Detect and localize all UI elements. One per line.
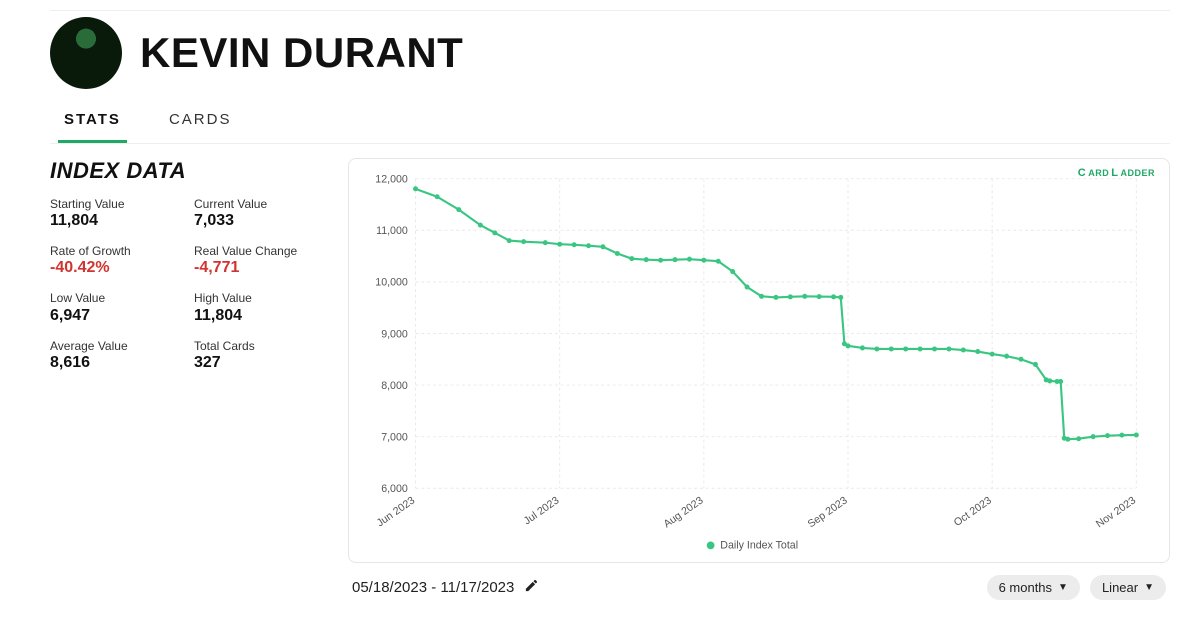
index-data-heading: INDEX DATA (50, 158, 330, 184)
stat-cell: Low Value6,947 (50, 292, 186, 325)
stat-label: Starting Value (50, 198, 186, 211)
date-range: 05/18/2023 - 11/17/2023 (352, 578, 539, 597)
edit-date-range-icon[interactable] (524, 578, 539, 597)
page-title: KEVIN DURANT (140, 29, 463, 77)
svg-text:Jun 2023: Jun 2023 (375, 494, 418, 529)
stat-value: 8,616 (50, 353, 186, 373)
svg-text:Daily Index Total: Daily Index Total (720, 539, 798, 551)
stat-value: 11,804 (50, 211, 186, 231)
chart-card: C ARD L ADDER 6,000 7,000 8,000 9,000 10,000… (348, 158, 1170, 563)
date-range-text: 05/18/2023 - 11/17/2023 (352, 579, 514, 596)
range-selector-label: 6 months (999, 580, 1052, 595)
top-divider (50, 10, 1170, 11)
watermark-text-4: ADDER (1120, 168, 1155, 178)
svg-text:6,000: 6,000 (381, 483, 408, 495)
chart-footer: 05/18/2023 - 11/17/2023 6 months ▼ Linea… (348, 575, 1170, 600)
svg-text:12,000: 12,000 (375, 174, 408, 186)
stat-label: Average Value (50, 340, 186, 353)
header: KEVIN DURANT (50, 17, 1170, 89)
watermark-text-2: ARD (1088, 168, 1109, 178)
svg-text:Jul 2023: Jul 2023 (522, 494, 562, 527)
stat-cell: High Value11,804 (194, 292, 330, 325)
stat-cell: Current Value7,033 (194, 198, 330, 231)
stat-value: -4,771 (194, 258, 330, 278)
tabs-bar: STATS CARDS (50, 103, 1170, 144)
tab-cards[interactable]: CARDS (163, 103, 238, 143)
chart-watermark: C ARD L ADDER (1078, 167, 1155, 179)
watermark-text: C (1078, 167, 1086, 179)
scale-selector[interactable]: Linear ▼ (1090, 575, 1166, 600)
stat-label: Real Value Change (194, 245, 330, 258)
svg-text:Nov 2023: Nov 2023 (1094, 494, 1138, 530)
svg-text:11,000: 11,000 (376, 225, 408, 237)
stat-label: Total Cards (194, 340, 330, 353)
stat-label: High Value (194, 292, 330, 305)
stat-cell: Total Cards327 (194, 340, 330, 373)
stat-label: Rate of Growth (50, 245, 186, 258)
svg-text:Oct 2023: Oct 2023 (952, 494, 994, 529)
stat-value: -40.42% (50, 258, 186, 278)
stat-label: Current Value (194, 198, 330, 211)
watermark-text-3: L (1111, 167, 1118, 179)
caret-down-icon: ▼ (1144, 582, 1154, 593)
caret-down-icon: ▼ (1058, 582, 1068, 593)
range-selector[interactable]: 6 months ▼ (987, 575, 1080, 600)
svg-text:10,000: 10,000 (375, 277, 408, 289)
stat-label: Low Value (50, 292, 186, 305)
svg-text:Sep 2023: Sep 2023 (806, 494, 850, 530)
stat-cell: Starting Value11,804 (50, 198, 186, 231)
index-data-panel: INDEX DATA Starting Value11,804Current V… (50, 158, 330, 600)
tab-stats[interactable]: STATS (58, 103, 127, 143)
stats-grid: Starting Value11,804Current Value7,033Ra… (50, 198, 330, 373)
stat-value: 11,804 (194, 306, 330, 326)
player-avatar (50, 17, 122, 89)
stat-cell: Rate of Growth-40.42% (50, 245, 186, 278)
svg-text:Aug 2023: Aug 2023 (661, 494, 705, 530)
svg-text:7,000: 7,000 (381, 432, 408, 444)
stat-value: 7,033 (194, 211, 330, 231)
stat-cell: Average Value8,616 (50, 340, 186, 373)
stat-value: 327 (194, 353, 330, 373)
stat-value: 6,947 (50, 306, 186, 326)
index-chart[interactable]: 6,000 7,000 8,000 9,000 10,000 11,000 12,000 Ju… (361, 169, 1157, 556)
stat-cell: Real Value Change-4,771 (194, 245, 330, 278)
svg-text:9,000: 9,000 (381, 328, 408, 340)
scale-selector-label: Linear (1102, 580, 1138, 595)
svg-text:8,000: 8,000 (381, 380, 408, 392)
